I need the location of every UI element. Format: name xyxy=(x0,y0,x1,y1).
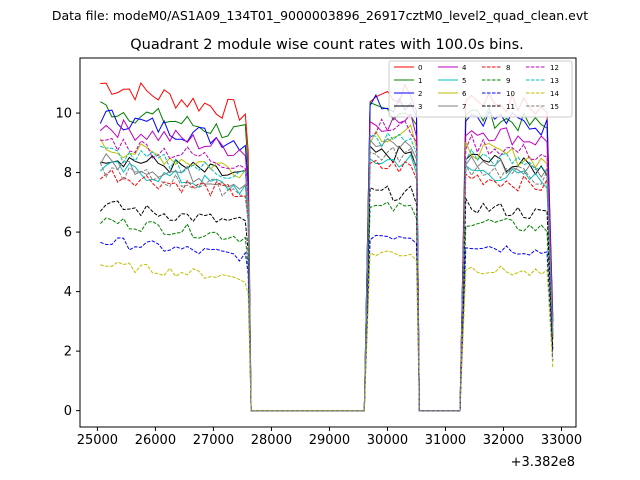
x-tick-label: 32000 xyxy=(483,433,524,448)
x-tick-label: 27000 xyxy=(193,433,234,448)
legend-label: 3 xyxy=(418,103,422,111)
y-tick-label: 6 xyxy=(64,226,72,241)
x-tick-label: 29000 xyxy=(309,433,350,448)
x-tick-label: 28000 xyxy=(251,433,292,448)
legend-label: 10 xyxy=(506,90,515,98)
y-tick-label: 10 xyxy=(55,107,72,122)
x-tick-label: 33000 xyxy=(541,433,582,448)
series-line-12 xyxy=(100,118,554,412)
y-tick-label: 4 xyxy=(64,285,72,300)
chart-title: Quadrant 2 module wise count rates with … xyxy=(130,37,524,53)
legend-label: 13 xyxy=(550,77,559,85)
y-tick-label: 8 xyxy=(64,166,72,181)
y-tick-label: 0 xyxy=(64,404,72,419)
y-tick-label: 2 xyxy=(64,345,72,360)
legend-label: 6 xyxy=(462,90,467,98)
x-tick-label: 31000 xyxy=(425,433,466,448)
series-line-14 xyxy=(100,250,554,412)
plot-frame xyxy=(79,57,577,428)
axes: 25000 26000 27000 28000 29000 30000 31000 32000… xyxy=(55,107,582,448)
legend-label: 9 xyxy=(506,77,510,85)
chart-suptitle: Data file: modeM0/AS1A09_134T01_90000038… xyxy=(52,8,588,23)
legend-label: 15 xyxy=(550,103,559,111)
series-line-15 xyxy=(99,146,554,412)
legend-label: 14 xyxy=(550,90,559,98)
legend-label: 12 xyxy=(550,64,559,72)
legend-box xyxy=(388,60,573,118)
x-offset-label: +3.382e8 xyxy=(511,455,575,470)
legend-label: 8 xyxy=(506,64,510,72)
legend-label: 2 xyxy=(418,90,422,98)
x-tick-label: 30000 xyxy=(367,433,408,448)
x-tick-label: 25000 xyxy=(77,433,118,448)
x-tick-label: 26000 xyxy=(135,433,176,448)
plot-content xyxy=(99,81,554,412)
legend-label: 4 xyxy=(462,64,467,72)
legend-label: 1 xyxy=(418,77,422,85)
legend-label: 0 xyxy=(418,64,422,72)
legend-label: 5 xyxy=(462,77,466,85)
legend-label: 11 xyxy=(506,103,515,111)
legend-label: 7 xyxy=(462,103,466,111)
